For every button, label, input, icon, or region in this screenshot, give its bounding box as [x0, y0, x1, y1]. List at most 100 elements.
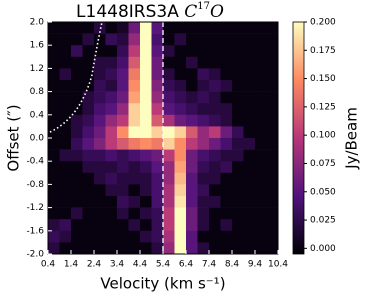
cell	[266, 149, 279, 162]
cell	[197, 80, 210, 92]
cell	[209, 172, 221, 185]
cell	[105, 149, 118, 162]
heatmap	[48, 22, 279, 255]
cell	[209, 138, 221, 150]
cell	[209, 219, 221, 232]
colorbar-tick-label: 0.200	[310, 18, 336, 28]
cell	[266, 91, 279, 104]
colorbar-tick-label: 0.050	[310, 187, 336, 197]
cell	[174, 126, 187, 139]
cell	[232, 196, 244, 208]
cell	[82, 33, 95, 46]
cell	[71, 207, 83, 220]
cell	[266, 242, 279, 255]
cell	[105, 126, 118, 139]
keplerian-curve	[49, 21, 103, 133]
title-text: L1448IRS3A	[76, 2, 179, 22]
cell	[151, 184, 164, 197]
cell	[105, 138, 118, 150]
cell	[209, 184, 221, 197]
colorbar-label: Jy/Beam	[343, 107, 361, 170]
cell	[186, 230, 198, 243]
cell	[209, 196, 221, 208]
cell	[59, 22, 72, 34]
cell	[105, 184, 118, 197]
cell	[140, 126, 152, 139]
x-tick-label: 3.4	[110, 260, 125, 270]
cell	[186, 184, 198, 197]
cell	[48, 68, 60, 81]
cell	[48, 103, 60, 116]
cell	[220, 184, 233, 197]
cell	[82, 91, 95, 104]
cell	[59, 91, 72, 104]
cell	[220, 91, 233, 104]
cell	[243, 80, 256, 92]
cell	[243, 126, 256, 139]
cell	[48, 207, 60, 220]
cell	[94, 184, 106, 197]
cell	[163, 172, 175, 185]
cell	[174, 91, 187, 104]
cell	[209, 33, 221, 46]
x-tick-label: 9.4	[248, 260, 263, 270]
cell	[209, 161, 221, 174]
cell	[59, 138, 72, 150]
cell	[151, 242, 164, 255]
y-tick-label: 1.2	[30, 64, 44, 74]
y-tick-label: 0.4	[30, 110, 45, 120]
cell	[243, 149, 256, 162]
cell	[105, 103, 118, 116]
cell	[197, 149, 210, 162]
cell	[117, 230, 129, 243]
cell	[71, 196, 83, 208]
cell	[232, 91, 244, 104]
cell	[48, 33, 60, 46]
cell	[174, 149, 187, 162]
cell	[59, 184, 72, 197]
cell	[128, 126, 141, 139]
cell	[128, 138, 141, 150]
cell	[174, 184, 187, 197]
cell	[220, 68, 233, 81]
cell	[105, 207, 118, 220]
cell	[209, 22, 221, 34]
cell	[71, 172, 83, 185]
cell	[243, 45, 256, 58]
cell	[117, 103, 129, 116]
cell	[209, 149, 221, 162]
cell	[82, 80, 95, 92]
cell	[186, 114, 198, 127]
cell	[174, 22, 187, 34]
cell	[59, 172, 72, 185]
cell	[151, 126, 164, 139]
cell	[117, 45, 129, 58]
cell	[197, 242, 210, 255]
cell	[232, 103, 244, 116]
cell	[174, 207, 187, 220]
cell	[151, 103, 164, 116]
cell	[48, 126, 60, 139]
cell	[48, 184, 60, 197]
cell	[174, 45, 187, 58]
colorbar-tick-label: 0.025	[310, 216, 336, 226]
cell	[59, 126, 72, 139]
cell	[82, 149, 95, 162]
cell	[105, 172, 118, 185]
cell	[197, 56, 210, 69]
cell	[266, 138, 279, 150]
y-axis-label: Offset (″)	[5, 104, 23, 171]
cell	[186, 149, 198, 162]
cell	[151, 80, 164, 92]
cell	[255, 184, 267, 197]
cell	[151, 22, 164, 34]
cell	[48, 114, 60, 127]
y-tick-label: -2.0	[26, 250, 44, 260]
cell	[71, 149, 83, 162]
cell	[82, 126, 95, 139]
cell	[209, 126, 221, 139]
cell	[71, 114, 83, 127]
cell	[186, 126, 198, 139]
cell	[163, 230, 175, 243]
colorbar-tick-label: 0.000	[310, 244, 336, 254]
